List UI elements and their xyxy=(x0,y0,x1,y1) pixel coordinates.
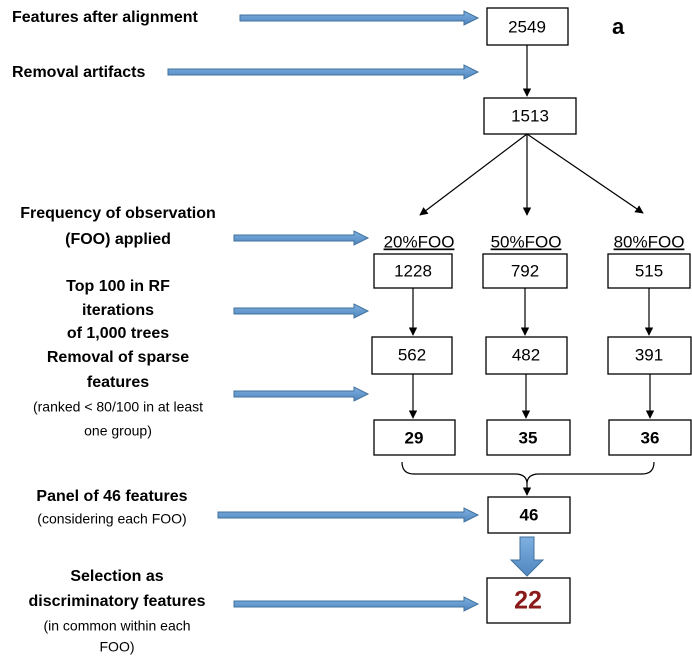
group-header: 50%FOO xyxy=(491,232,562,251)
pointer-arrow xyxy=(239,10,480,26)
step-label: Selection as xyxy=(70,568,163,585)
box xyxy=(486,577,571,624)
box-value: 46 xyxy=(520,505,539,524)
box xyxy=(483,97,577,135)
group-header: 20%FOO xyxy=(384,232,455,251)
box xyxy=(607,253,691,289)
step-note: (ranked < 80/100 in at least xyxy=(33,399,203,415)
box xyxy=(371,336,453,375)
pointer-arrow xyxy=(217,507,480,523)
step-note: one group) xyxy=(84,423,152,439)
step-note: (in common within each xyxy=(43,618,190,634)
step-label: of 1,000 trees xyxy=(67,325,169,342)
box xyxy=(485,336,568,375)
box xyxy=(608,419,692,456)
box xyxy=(487,496,571,534)
step-label: Features after alignment xyxy=(12,9,199,26)
step-label: iterations xyxy=(82,302,154,319)
step-note: (considering each FOO) xyxy=(37,511,186,527)
step-label: Panel of 46 features xyxy=(36,488,187,505)
panel-label: a xyxy=(612,14,625,39)
step-label: (FOO) applied xyxy=(65,231,171,248)
pointer-arrow xyxy=(233,303,370,319)
step-label: Frequency of observation xyxy=(20,205,216,222)
box-value: 2549 xyxy=(508,17,546,36)
step-note: FOO) xyxy=(100,639,135,655)
box xyxy=(486,7,569,46)
step-label: Top 100 in RF xyxy=(66,278,170,295)
box xyxy=(486,419,571,456)
box-value: 1228 xyxy=(394,261,432,280)
pointer-arrow xyxy=(233,386,370,402)
brace xyxy=(401,461,655,485)
box-value: 35 xyxy=(519,428,538,447)
box-value: 1513 xyxy=(511,106,549,125)
pointer-arrow xyxy=(167,64,480,80)
block-arrow xyxy=(509,536,545,577)
box-value: 562 xyxy=(398,345,426,364)
connector xyxy=(419,133,528,216)
box-value: 29 xyxy=(405,428,424,447)
arrows xyxy=(167,10,480,612)
group-header: 80%FOO xyxy=(614,232,685,251)
box xyxy=(373,253,453,289)
pointer-arrow xyxy=(233,596,480,612)
step-label: Removal artifacts xyxy=(12,64,145,81)
box xyxy=(373,419,456,456)
connector xyxy=(526,133,644,214)
box-value: 792 xyxy=(511,261,539,280)
step-label: discriminatory features xyxy=(29,593,206,610)
box xyxy=(482,253,568,289)
step-label: features xyxy=(87,374,149,391)
pointer-arrow xyxy=(233,230,370,246)
box-value: 36 xyxy=(641,428,660,447)
step-label: Removal of sparse xyxy=(47,349,189,366)
box xyxy=(607,336,692,375)
box-value: 22 xyxy=(514,587,542,615)
box-value: 482 xyxy=(512,345,540,364)
box-value: 515 xyxy=(635,261,663,280)
box-value: 391 xyxy=(635,345,663,364)
